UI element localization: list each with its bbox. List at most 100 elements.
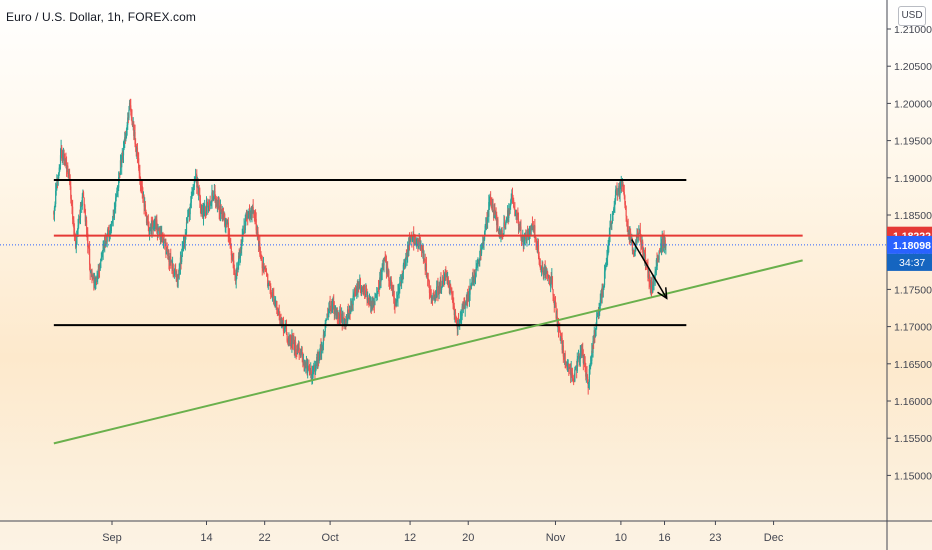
down-candle xyxy=(290,343,292,347)
currency-selector[interactable]: USD xyxy=(898,6,926,26)
down-candle xyxy=(53,211,55,215)
down-candle xyxy=(56,181,59,185)
up-candle xyxy=(407,245,409,257)
down-candle xyxy=(258,236,260,247)
down-candle xyxy=(293,342,295,351)
up-candle xyxy=(521,236,523,241)
up-candle xyxy=(524,235,526,240)
up-candle xyxy=(146,219,148,223)
down-candle xyxy=(468,291,470,300)
up-candle xyxy=(212,197,214,199)
down-candle xyxy=(508,209,511,214)
up-candle xyxy=(344,321,346,323)
up-candle xyxy=(122,147,125,156)
up-candle xyxy=(336,315,338,316)
down-candle xyxy=(88,248,91,265)
down-candle xyxy=(437,285,439,294)
down-candle xyxy=(61,158,63,160)
down-candle xyxy=(586,376,589,383)
down-candle xyxy=(582,348,584,355)
up-candle xyxy=(301,352,303,354)
up-candle xyxy=(543,270,545,276)
up-candle xyxy=(474,276,477,279)
up-candle xyxy=(381,267,383,272)
down-candle xyxy=(137,156,139,159)
down-candle xyxy=(288,338,291,344)
up-candle xyxy=(157,229,159,233)
up-candle xyxy=(267,283,269,287)
down-candle xyxy=(618,185,621,195)
up-candle xyxy=(487,213,489,222)
down-candle xyxy=(214,190,216,196)
down-candle xyxy=(104,236,106,246)
down-candle xyxy=(152,222,154,229)
up-candle xyxy=(413,236,415,244)
down-candle xyxy=(274,302,276,304)
down-candle xyxy=(445,271,447,277)
time-tick-label: 16 xyxy=(658,532,670,544)
down-candle xyxy=(283,331,285,333)
price-tick-label: 1.19000 xyxy=(894,173,932,185)
up-candle xyxy=(600,293,602,301)
up-candle xyxy=(247,214,249,218)
up-candle xyxy=(325,320,327,324)
up-candle xyxy=(530,225,532,231)
down-candle xyxy=(642,241,644,253)
up-candle xyxy=(319,344,322,351)
up-candle xyxy=(467,291,469,299)
up-candle xyxy=(589,366,591,370)
down-candle xyxy=(98,269,100,271)
price-tick-label: 1.20000 xyxy=(894,98,932,110)
down-candle xyxy=(227,222,229,235)
up-candle xyxy=(334,308,337,311)
up-candle xyxy=(215,200,217,203)
down-candle xyxy=(340,320,342,322)
down-candle xyxy=(492,204,494,212)
up-candle xyxy=(628,230,630,232)
down-candle xyxy=(67,165,69,174)
up-candle xyxy=(191,192,193,199)
ascending-support-trendline[interactable] xyxy=(53,259,803,445)
up-candle xyxy=(307,365,309,367)
down-candle xyxy=(563,356,565,358)
up-candle xyxy=(274,303,277,305)
up-candle xyxy=(127,117,129,126)
up-candle xyxy=(353,291,355,295)
up-candle xyxy=(460,316,462,320)
up-candle xyxy=(358,287,360,289)
down-candle xyxy=(172,263,174,276)
projection-arrow[interactable] xyxy=(631,239,668,299)
current-price-label: 1.18098 xyxy=(893,240,931,252)
up-candle xyxy=(81,206,83,208)
down-candle xyxy=(626,220,628,227)
down-candle xyxy=(85,220,88,230)
up-candle xyxy=(181,256,183,262)
candlestick-series xyxy=(53,98,667,395)
down-candle xyxy=(297,345,299,349)
down-candle xyxy=(205,212,207,215)
down-candle xyxy=(440,279,442,291)
up-candle xyxy=(375,296,377,298)
down-candle xyxy=(138,168,140,173)
down-candle xyxy=(437,293,440,295)
down-candle xyxy=(233,268,235,272)
up-candle xyxy=(643,252,645,254)
down-candle xyxy=(314,366,316,373)
up-candle xyxy=(376,293,378,297)
down-candle xyxy=(165,242,167,255)
down-candle xyxy=(385,261,387,263)
down-candle xyxy=(359,278,361,288)
down-candle xyxy=(626,216,628,221)
up-candle xyxy=(529,226,531,232)
down-candle xyxy=(425,263,428,278)
up-candle xyxy=(195,176,197,179)
down-candle xyxy=(662,235,664,246)
down-candle xyxy=(419,239,421,241)
up-candle xyxy=(593,330,595,343)
down-candle xyxy=(250,211,252,215)
down-candle xyxy=(273,295,275,305)
down-candle xyxy=(499,230,501,237)
down-candle xyxy=(256,230,258,235)
up-candle xyxy=(496,219,498,226)
